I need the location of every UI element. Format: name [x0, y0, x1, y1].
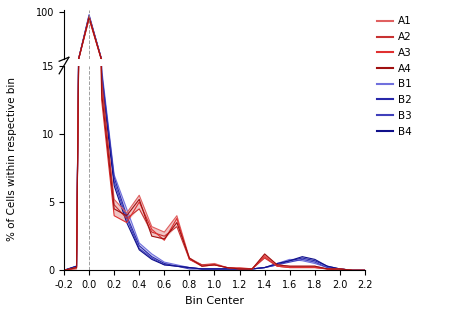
X-axis label: Bin Center: Bin Center: [185, 295, 244, 306]
Legend: A1, A2, A3, A4, B1, B2, B3, B4: A1, A2, A3, A4, B1, B2, B3, B4: [373, 12, 416, 141]
Text: % of Cells within respective bin: % of Cells within respective bin: [7, 77, 17, 241]
